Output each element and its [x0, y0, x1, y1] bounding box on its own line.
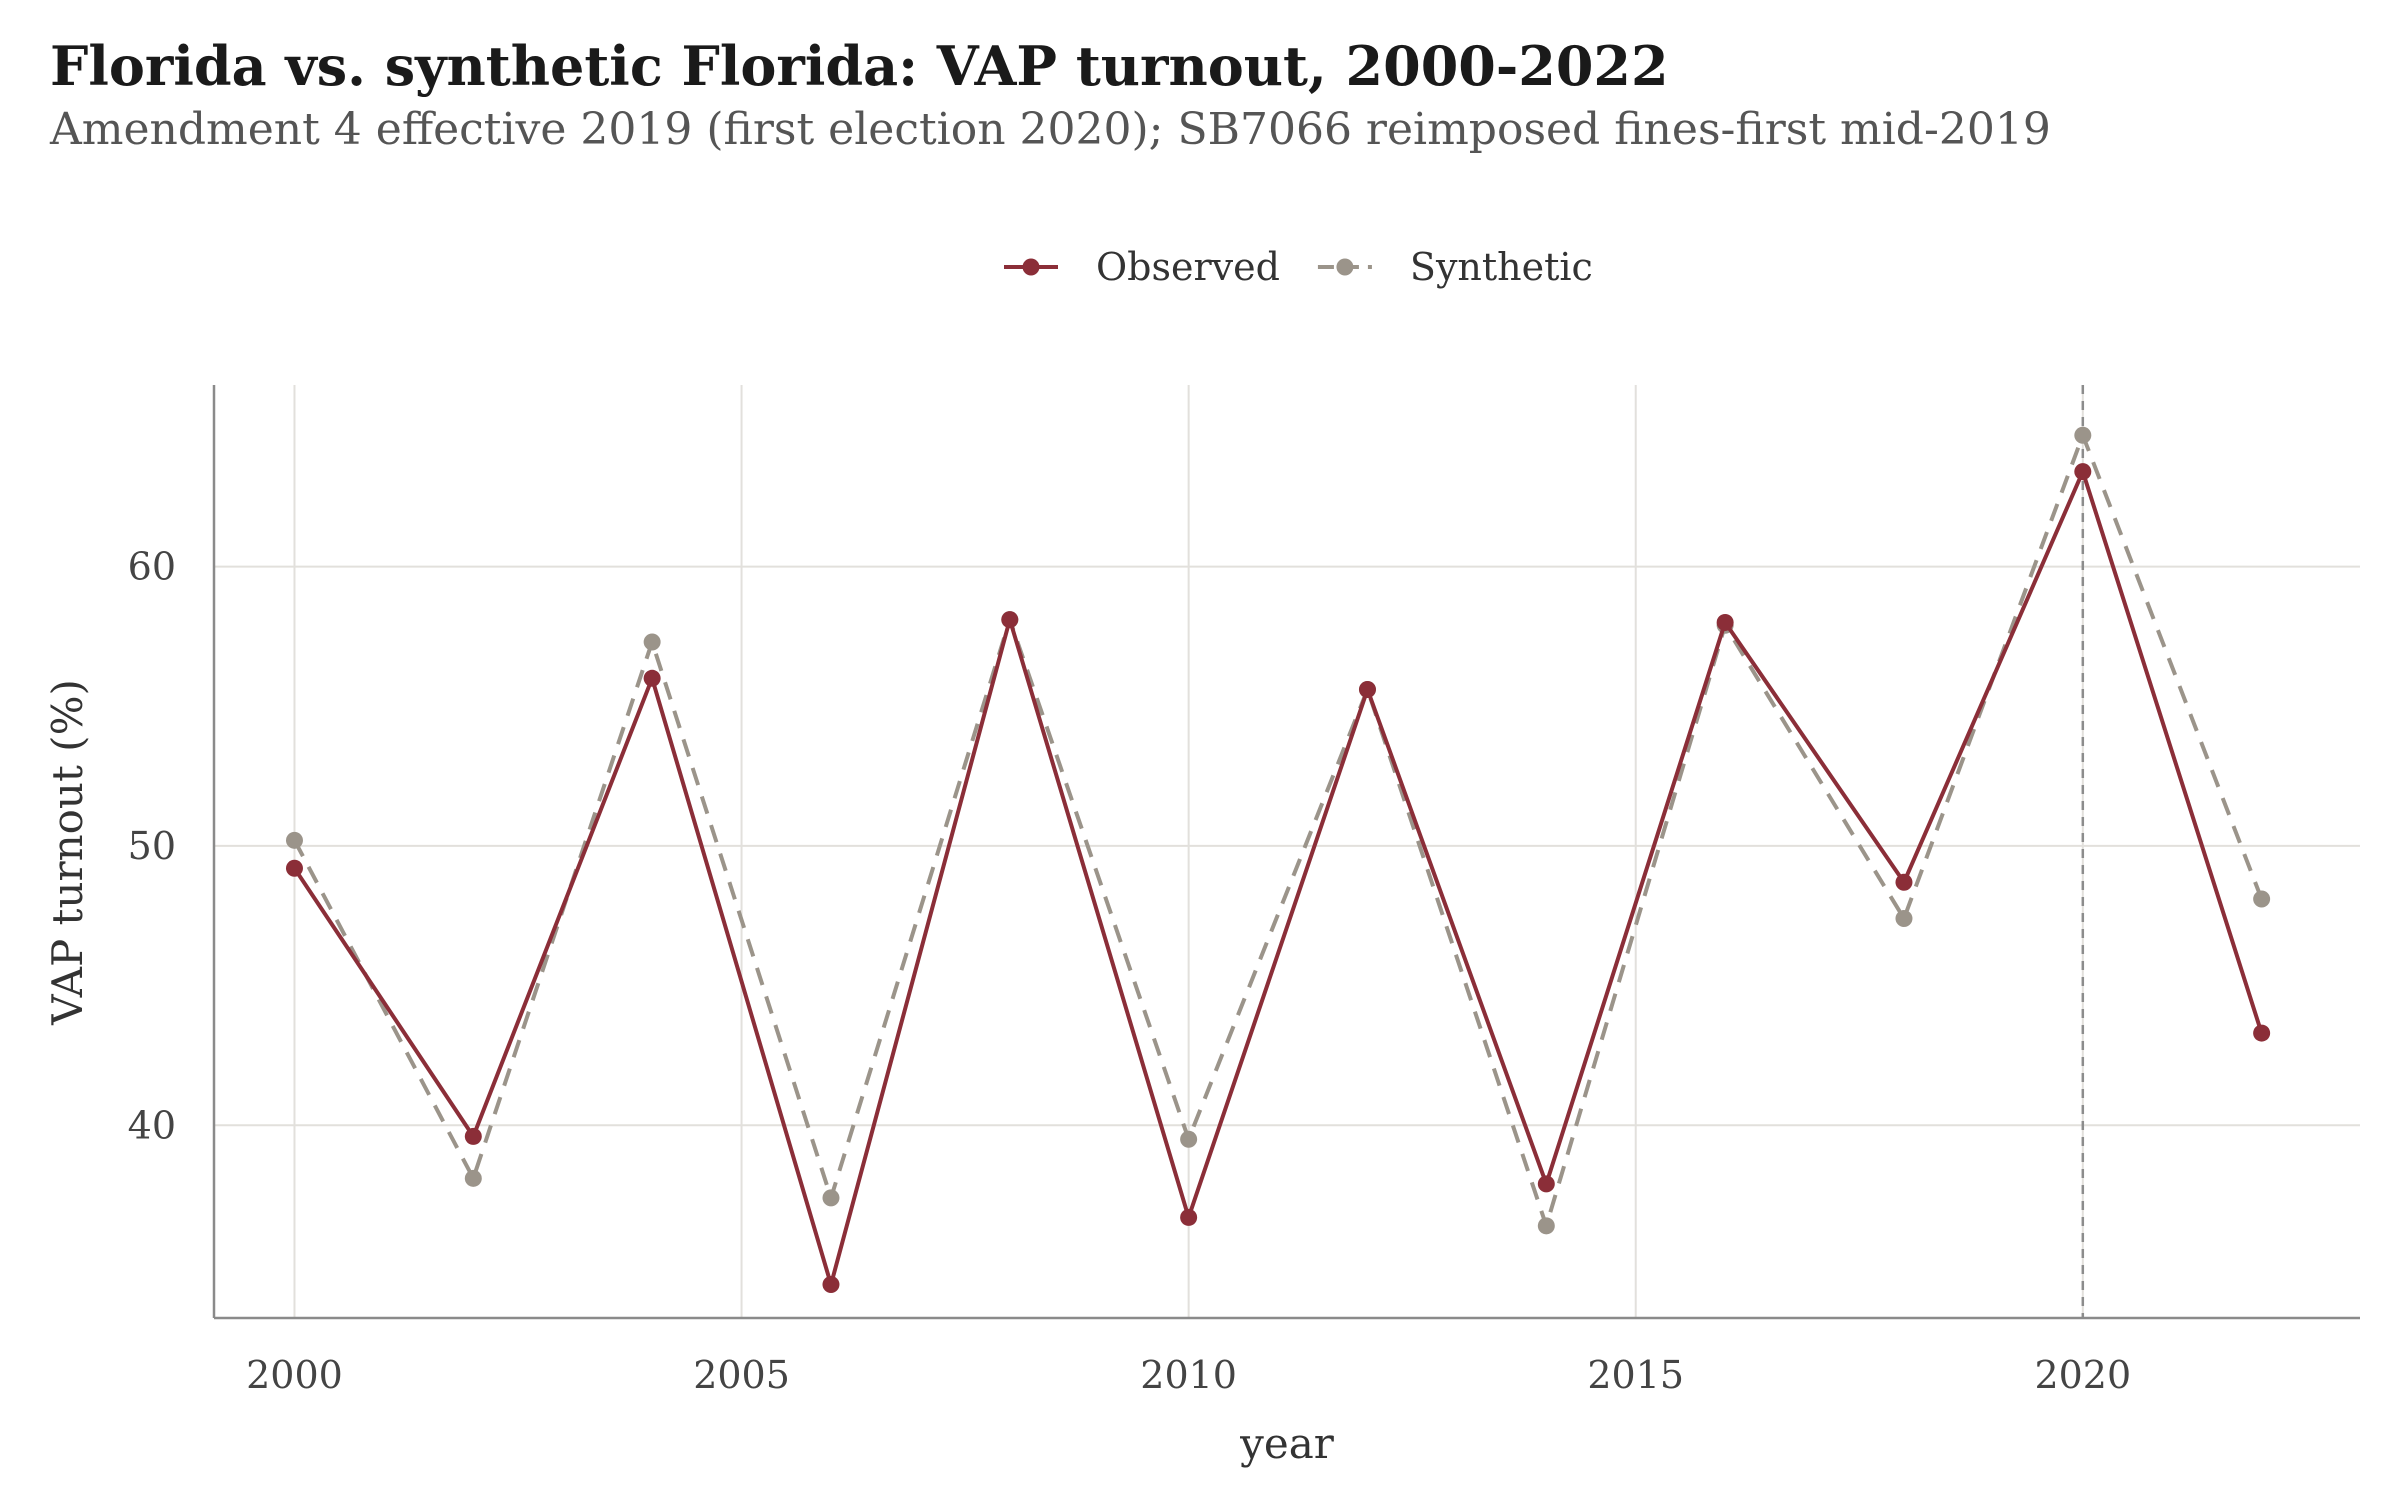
observed-point — [1180, 1208, 1198, 1226]
x-tick-label: 2020 — [2034, 1353, 2131, 1397]
y-tick-label: 60 — [128, 545, 176, 589]
legend-item-synthetic: Synthetic — [1317, 245, 1593, 289]
synthetic-point — [285, 831, 303, 849]
y-tick-label: 40 — [128, 1103, 176, 1147]
legend-key-point — [1022, 258, 1040, 276]
x-tick-label: 2015 — [1587, 1353, 1684, 1397]
synthetic-point — [464, 1169, 482, 1187]
observed-point — [822, 1275, 840, 1293]
synthetic-line — [292, 433, 2264, 1228]
legend: Observed Synthetic — [1004, 245, 1593, 289]
observed-point — [1537, 1175, 1555, 1193]
legend-label: Observed — [1096, 245, 1280, 289]
synthetic-point — [822, 1189, 840, 1207]
x-tick-label: 2000 — [246, 1353, 343, 1397]
observed-point — [1716, 613, 1734, 631]
observed-point — [2253, 1024, 2271, 1042]
synthetic-point — [2253, 890, 2271, 908]
y-axis-title: VAP turnout (%) — [43, 679, 92, 1026]
legend-label: Synthetic — [1410, 245, 1593, 289]
series-synthetic — [285, 426, 2271, 1235]
series-observed — [285, 463, 2271, 1293]
chart-subtitle: Amendment 4 effective 2019 (first electi… — [50, 104, 2051, 155]
chart-title: Florida vs. synthetic Florida: VAP turno… — [50, 34, 1669, 98]
observed-point — [464, 1127, 482, 1145]
grid — [214, 385, 2360, 1318]
observed-point — [2074, 463, 2092, 481]
observed-point — [643, 669, 661, 687]
observed-point — [1001, 611, 1019, 629]
synthetic-point — [1180, 1130, 1198, 1148]
tick-labels: 2000 2005 2010 2015 2020 40 50 60 — [128, 545, 2132, 1397]
axes — [212, 385, 2360, 1320]
x-tick-label: 2010 — [1140, 1353, 1237, 1397]
x-axis-title: year — [1239, 1419, 1335, 1468]
observed-line — [292, 469, 2264, 1287]
observed-point — [285, 859, 303, 877]
legend-key-point — [1336, 258, 1354, 276]
synthetic-point — [1537, 1217, 1555, 1235]
legend-item-observed: Observed — [1004, 245, 1280, 289]
observed-point — [1895, 873, 1913, 891]
synthetic-point — [643, 633, 661, 651]
synthetic-point — [2074, 426, 2092, 444]
y-tick-label: 50 — [128, 824, 176, 868]
series — [285, 426, 2271, 1293]
observed-point — [1358, 680, 1376, 698]
synthetic-point — [1895, 910, 1913, 928]
x-tick-label: 2005 — [693, 1353, 790, 1397]
